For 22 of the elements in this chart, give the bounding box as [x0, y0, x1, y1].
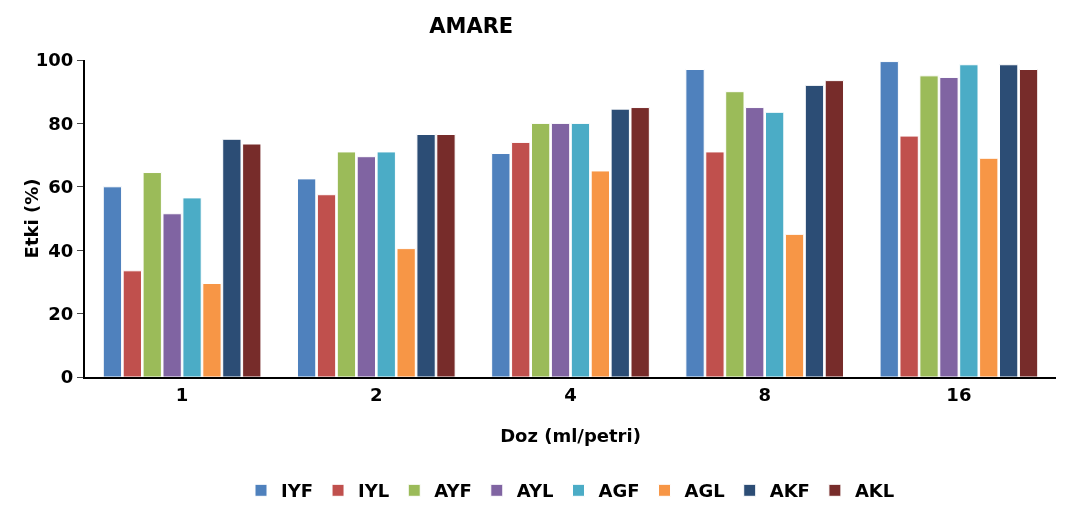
y-tick-label: 20: [48, 302, 74, 324]
legend-label: IYL: [358, 480, 390, 502]
y-tick-label: 80: [48, 112, 74, 134]
legend-label: AYL: [516, 480, 554, 502]
legend-label: AGL: [684, 480, 725, 502]
legend-label: AYF: [434, 480, 472, 502]
x-tick-label: 16: [946, 383, 972, 405]
x-tick-label: 1: [175, 383, 189, 405]
y-axis-title: Etki (%): [21, 178, 42, 259]
x-tick-label: 2: [370, 383, 383, 405]
x-axis-title: Doz (ml/petri): [500, 425, 641, 446]
y-tick-label: 40: [48, 239, 74, 261]
y-tick-label: 100: [35, 49, 74, 71]
x-tick-label: 4: [564, 383, 577, 405]
y-tick-label: 0: [60, 366, 74, 388]
legend-label: AKL: [854, 480, 895, 502]
x-tick-label: 8: [758, 383, 771, 405]
legend-label: AKF: [769, 480, 810, 502]
chart-title: AMARE: [429, 13, 514, 38]
legend-label: AGF: [598, 480, 640, 502]
legend-label: IYF: [281, 480, 314, 502]
y-tick-label: 60: [48, 176, 74, 198]
